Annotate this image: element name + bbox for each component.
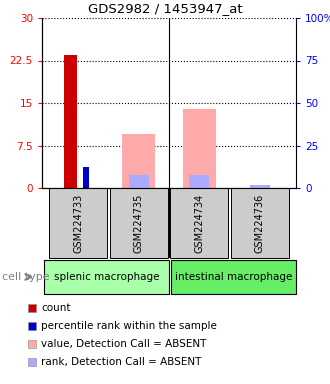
Bar [49, 188, 107, 258]
Bar [44, 260, 169, 294]
Text: cell type: cell type [2, 272, 49, 282]
Text: GSM224735: GSM224735 [134, 193, 144, 253]
Text: value, Detection Call = ABSENT: value, Detection Call = ABSENT [41, 339, 206, 349]
Bar [110, 188, 168, 258]
Text: GSM224736: GSM224736 [255, 194, 265, 253]
Text: GSM224734: GSM224734 [194, 194, 204, 253]
Bar [122, 134, 155, 188]
Bar [189, 175, 209, 188]
Bar [182, 109, 216, 188]
Bar [28, 304, 36, 312]
Text: GSM224733: GSM224733 [73, 194, 83, 253]
Bar [129, 175, 149, 188]
Bar [28, 358, 36, 366]
Bar [28, 340, 36, 348]
Text: count: count [41, 303, 71, 313]
Bar [231, 188, 289, 258]
Bar [64, 55, 77, 188]
Text: splenic macrophage: splenic macrophage [54, 272, 159, 282]
Bar [170, 188, 228, 258]
Text: GDS2982 / 1453947_at: GDS2982 / 1453947_at [88, 3, 242, 15]
Text: rank, Detection Call = ABSENT: rank, Detection Call = ABSENT [41, 357, 201, 367]
Bar [83, 167, 89, 188]
Text: percentile rank within the sample: percentile rank within the sample [41, 321, 217, 331]
Text: intestinal macrophage: intestinal macrophage [175, 272, 292, 282]
Bar [171, 260, 296, 294]
Bar [250, 185, 270, 188]
Bar [28, 322, 36, 330]
